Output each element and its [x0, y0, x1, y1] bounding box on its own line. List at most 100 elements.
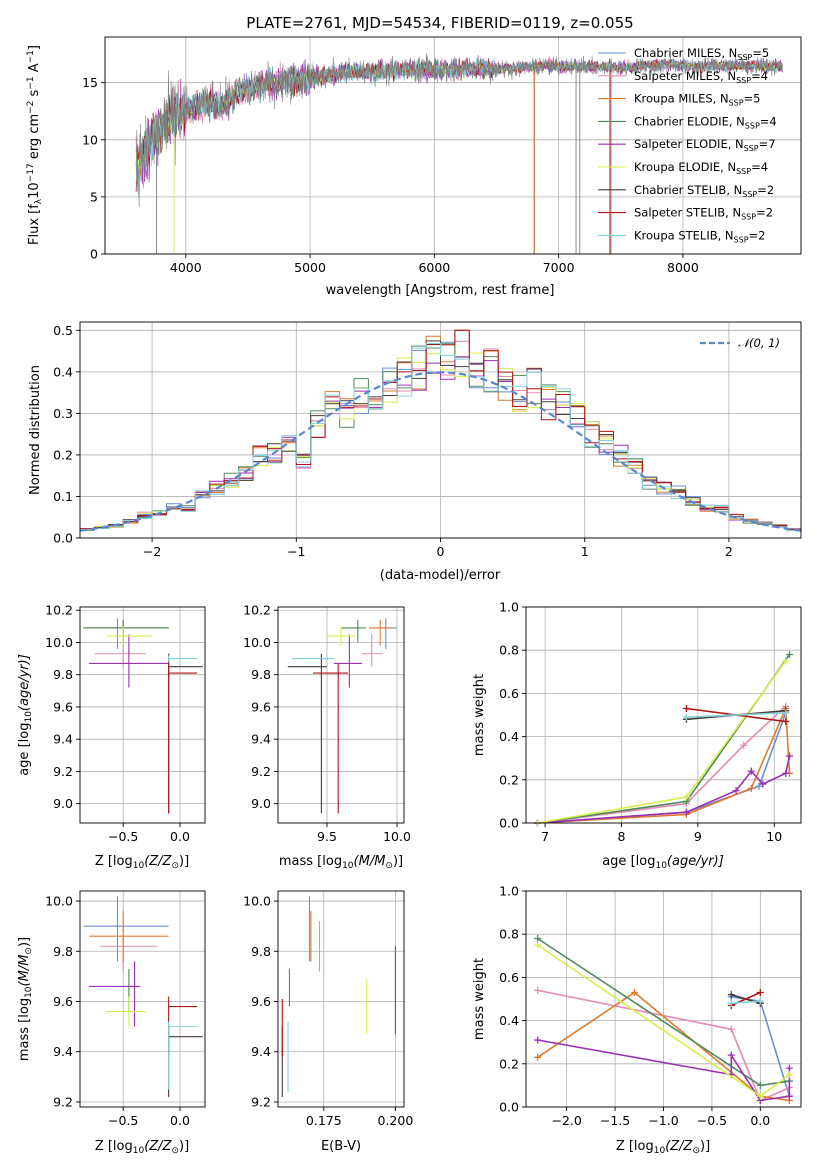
- x-tick-label: 4000: [170, 260, 202, 275]
- y-tick-label: 9.4: [53, 1044, 73, 1059]
- weight-marker-km: [534, 1053, 542, 1061]
- legend-entry-km: Kroupa MILES, NSSP=5: [634, 92, 760, 108]
- y-tick-label: 9.4: [251, 732, 271, 747]
- weight-age-ylabel: mass weight: [472, 674, 487, 756]
- y-tick-label: 9.2: [53, 1094, 73, 1109]
- errorbar-ce: [341, 619, 367, 643]
- weight-marker-ce: [534, 935, 542, 943]
- histogram-xlabel: (data-model)/error: [380, 568, 501, 583]
- y-tick-label: 0.2: [499, 772, 519, 787]
- spectrum-panel: 4000 5000 6000 7000 8000 0 5 10 15 wavelength [A…: [26, 36, 802, 298]
- weight-marker-se: [785, 1064, 793, 1072]
- errorbar-km: [369, 619, 392, 646]
- weight-vs-age-panel: 7 8 9 10 0.0 0.2 0.4 0.6 0.8 1.0 age [log10(age/y…: [472, 600, 802, 871]
- y-tick-label: 0.8: [499, 643, 519, 658]
- errorbar-ks: [292, 655, 334, 667]
- errorbar-ss: [168, 663, 198, 814]
- legend-entry-se: Salpeter ELODIE, NSSP=7: [634, 137, 776, 153]
- y-tick-label: 10.2: [243, 603, 271, 618]
- errorbar-sm: [94, 634, 146, 667]
- errorbar-km: [89, 911, 169, 962]
- y-tick-label: 0.0: [499, 816, 519, 831]
- x-tick-label: −0.5: [697, 1113, 727, 1128]
- x-tick-label: 0.0: [170, 829, 190, 844]
- x-tick-label: 1: [581, 544, 589, 559]
- weight-marker-ke: [785, 1071, 793, 1079]
- x-tick-label: −1.0: [648, 1113, 678, 1128]
- errorbar-ke: [106, 626, 152, 646]
- histogram-ylabel: Normed distribution: [28, 365, 43, 495]
- x-tick-label: 8000: [667, 260, 699, 275]
- weight-marker-ke: [782, 657, 790, 665]
- weight-marker-se: [759, 780, 767, 788]
- weight-marker-ke: [682, 793, 690, 801]
- weight-line-se: [537, 1039, 791, 1102]
- weight-marker-ks: [727, 999, 735, 1007]
- weight-marker-ss: [782, 717, 790, 725]
- weight-marker-sm: [534, 986, 542, 994]
- weight-marker-se: [727, 1051, 735, 1059]
- weight-z-ylabel: mass weight: [472, 958, 487, 1040]
- y-tick-label: 10.0: [45, 635, 73, 650]
- weight-age-xlabel: age [log10(age/yr)]: [602, 854, 724, 871]
- y-tick-label: 9.8: [53, 944, 73, 959]
- y-tick-label: 0.0: [499, 1100, 519, 1115]
- age-mass-xlabel: mass [log10(M/M⊙)]: [279, 854, 403, 871]
- legend-entry-cm: Chabrier MILES, NSSP=5: [634, 46, 769, 62]
- y-tick-label: 0: [90, 247, 98, 262]
- histogram-steps: [79, 329, 802, 532]
- y-tick-label: 10: [82, 132, 98, 147]
- y-tick-label: 0.5: [53, 323, 73, 338]
- weight-marker-ks: [682, 713, 690, 721]
- errorbar-sm: [100, 921, 158, 972]
- x-tick-label: 10.0: [383, 829, 411, 844]
- mass-z-xlabel: Z [log10(Z/Z⊙)]: [95, 1139, 189, 1156]
- y-tick-label: 9.6: [53, 699, 73, 714]
- errorbar-ke: [106, 996, 146, 1027]
- x-tick-label: −2.0: [551, 1113, 581, 1128]
- legend-entry-sm: Salpeter MILES, NSSP=4: [634, 69, 768, 85]
- weight-marker-ss: [682, 705, 690, 713]
- errorbar-km: [83, 619, 169, 646]
- y-tick-label: 0.8: [499, 927, 519, 942]
- weight-marker-sm: [740, 741, 748, 749]
- age-vs-mass-panel: 9.5 10.0 9.0 9.2 9.4 9.6 9.8 10.0 10.2 mass [log…: [243, 603, 411, 871]
- weight-marker-se: [785, 1092, 793, 1100]
- y-tick-label: 9.6: [251, 699, 271, 714]
- x-tick-label: 9.5: [317, 829, 337, 844]
- weight-marker-cs: [727, 991, 735, 999]
- weight-marker-km: [747, 784, 755, 792]
- y-tick-label: 0.4: [499, 1013, 519, 1028]
- x-tick-label: 0.175: [306, 1113, 342, 1128]
- weight-line-ks: [686, 712, 786, 718]
- y-tick-label: 10.0: [45, 894, 73, 909]
- histogram-panel: −2 −1 0 1 2 0.0 0.1 0.2 0.3 0.4 0.5 (data-model)/e…: [28, 321, 802, 583]
- y-tick-label: 0.6: [499, 686, 519, 701]
- x-tick-label: 5000: [294, 260, 326, 275]
- x-tick-label: 8: [618, 829, 626, 844]
- x-tick-label: −1: [287, 544, 305, 559]
- x-tick-label: 0.0: [170, 1113, 190, 1128]
- weight-marker-km: [630, 989, 638, 997]
- normal-legend-label: 𝒩(0, 1): [738, 336, 780, 350]
- errorbar-sm: [362, 634, 383, 667]
- y-tick-label: 9.4: [251, 1044, 271, 1059]
- weight-line-sm: [537, 705, 787, 824]
- errorbar-se: [89, 961, 141, 1027]
- weight-marker-ke: [756, 1092, 764, 1100]
- residual-hist-ks: [80, 342, 801, 532]
- weight-marker-se: [732, 787, 740, 795]
- errorbar-cm: [83, 896, 169, 962]
- errorbar-ks: [168, 1021, 198, 1090]
- y-tick-label: 9.0: [251, 796, 271, 811]
- legend-entry-ke: Kroupa ELODIE, NSSP=4: [634, 160, 768, 176]
- y-tick-label: 1.0: [499, 884, 519, 899]
- errorbar-cs: [168, 653, 203, 814]
- weight-marker-ks: [782, 709, 790, 717]
- normal-legend: 𝒩(0, 1): [700, 336, 780, 350]
- mass-vs-ebv-panel: 0.175 0.200 9.2 9.4 9.6 9.8 10.0 E(B-V): [243, 890, 413, 1154]
- spectrum-ylabel: Flux [fλ10−17 erg cm−2 s−1 A−1]: [26, 45, 44, 245]
- x-tick-label: −2: [143, 544, 161, 559]
- mass-z-ylabel: mass [log10(M/M⊙)]: [17, 937, 34, 1061]
- y-tick-label: 9.2: [53, 764, 73, 779]
